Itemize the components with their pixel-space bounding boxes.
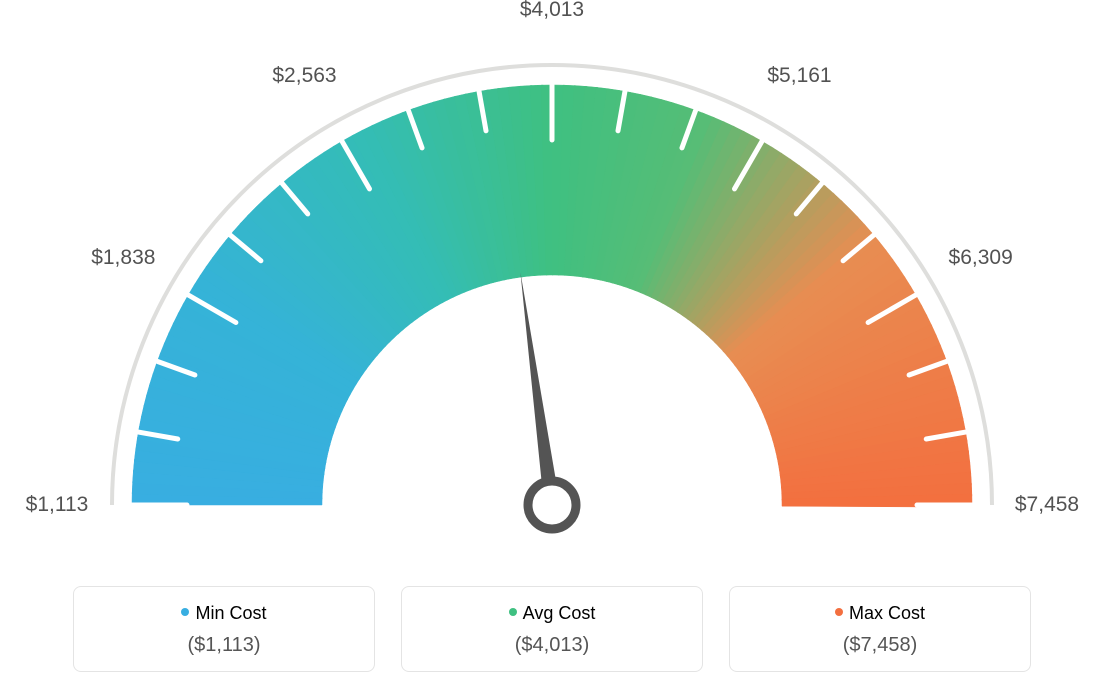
min-cost-label-text: Min Cost (195, 603, 266, 623)
min-cost-value: ($1,113) (74, 634, 374, 657)
gauge-tick-label: $2,563 (272, 64, 336, 88)
avg-cost-label-text: Avg Cost (523, 603, 596, 623)
min-cost-label: Min Cost (74, 603, 374, 624)
gauge-tick-label: $6,309 (949, 246, 1013, 270)
gauge-tick-label: $4,013 (520, 0, 584, 22)
dot-icon (181, 608, 189, 616)
max-cost-label-text: Max Cost (849, 603, 925, 623)
gauge-tick-label: $1,113 (26, 493, 89, 517)
avg-cost-card: Avg Cost ($4,013) (401, 586, 703, 672)
max-cost-value: ($7,458) (730, 634, 1030, 657)
gauge-tick-label: $7,458 (1015, 493, 1079, 517)
max-cost-card: Max Cost ($7,458) (729, 586, 1031, 672)
dot-icon (509, 608, 517, 616)
cost-gauge-chart: $1,113 $1,838 $2,563 $4,013 $5,161 $6,309 $7,4… (0, 0, 1104, 690)
gauge-tick-label: $5,161 (767, 64, 831, 88)
dot-icon (835, 608, 843, 616)
avg-cost-label: Avg Cost (402, 603, 702, 624)
gauge-tick-label: $1,838 (91, 246, 155, 270)
gauge: $1,113 $1,838 $2,563 $4,013 $5,161 $6,309 $7,4… (0, 0, 1104, 560)
min-cost-card: Min Cost ($1,113) (73, 586, 375, 672)
max-cost-label: Max Cost (730, 603, 1030, 624)
avg-cost-value: ($4,013) (402, 634, 702, 657)
legend-row: Min Cost ($1,113) Avg Cost ($4,013) Max … (0, 586, 1104, 672)
